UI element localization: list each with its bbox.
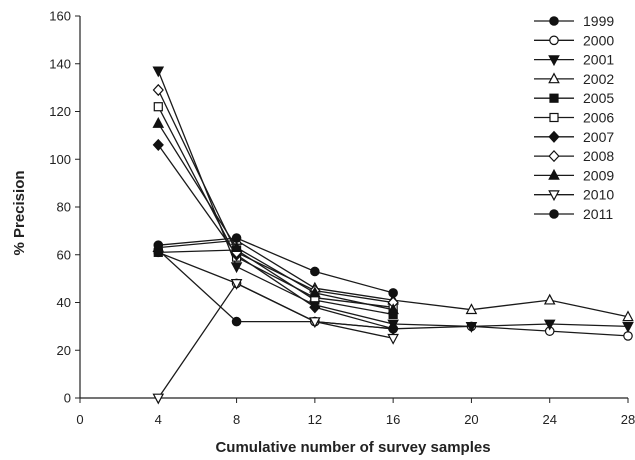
y-tick-label: 60	[57, 247, 71, 262]
data-point-2011	[153, 240, 164, 250]
legend-marker	[548, 72, 560, 84]
legend: 1999 2000 2001 2002 2005 2006 2007 2008 2009 2010…	[534, 13, 614, 222]
data-point-2006	[153, 102, 163, 112]
data-point-2001	[622, 321, 634, 333]
y-axis-title: % Precision	[11, 170, 28, 255]
legend-label: 2011	[583, 206, 613, 222]
data-point-2011	[231, 233, 242, 243]
y-tick-label: 160	[49, 9, 71, 24]
legend-item-2005: 2005	[534, 90, 614, 106]
x-tick-label: 28	[621, 412, 635, 427]
data-point-2010	[309, 317, 321, 329]
series-2005	[153, 245, 398, 320]
data-point-2007	[387, 322, 399, 335]
series-layer	[152, 66, 634, 405]
y-tick-label: 120	[49, 104, 71, 119]
series-line-1999	[157, 249, 394, 330]
legend-item-1999: 1999	[534, 13, 614, 29]
x-axis-title: Cumulative number of survey samples	[215, 439, 490, 456]
x-tick-label: 16	[386, 412, 400, 427]
legend-item-2009: 2009	[534, 167, 614, 183]
data-point-2009	[230, 241, 243, 252]
legend-item-2000: 2000	[534, 32, 614, 48]
legend-marker	[549, 209, 559, 219]
y-tick-label: 20	[57, 343, 71, 358]
x-tick-label: 24	[542, 412, 556, 427]
x-tick-label: 8	[233, 412, 240, 427]
y-tick-label: 100	[49, 152, 71, 167]
data-point-2011	[388, 288, 398, 298]
data-point-2002	[622, 310, 634, 322]
data-point-2002	[543, 293, 556, 305]
data-point-2001	[465, 321, 478, 333]
series-line-2001	[157, 70, 629, 328]
y-tick-label: 40	[57, 295, 71, 310]
series-line-2011	[158, 237, 394, 294]
legend-label: 1999	[583, 13, 614, 29]
legend-item-2006: 2006	[534, 110, 614, 126]
legend-label: 2010	[583, 187, 614, 203]
legend-label: 2002	[583, 71, 614, 87]
y-tick-label: 80	[57, 200, 71, 215]
data-point-2010	[387, 333, 399, 345]
legend-label: 2006	[583, 110, 614, 126]
legend-marker	[549, 35, 559, 46]
legend-marker	[549, 16, 559, 26]
legend-label: 2009	[583, 167, 614, 183]
series-line-2006	[157, 106, 394, 308]
tick-labels: 0 20 40 60 80 100 120 140 160 0 4 8 12 16 20 24 28	[49, 9, 635, 428]
data-point-2010	[230, 279, 243, 290]
data-point-2001	[152, 66, 165, 78]
data-point-2001	[230, 262, 243, 274]
data-point-2009	[152, 116, 165, 128]
data-point-2007	[152, 138, 164, 152]
series-line-2007	[157, 144, 394, 330]
legend-label: 2000	[583, 32, 614, 48]
x-tick-label: 4	[155, 412, 162, 427]
series-line-2009	[157, 123, 394, 311]
legend-item-2010: 2010	[534, 187, 614, 203]
data-point-2010	[152, 393, 165, 405]
legend-item-2001: 2001	[534, 52, 614, 68]
legend-item-2007: 2007	[534, 129, 614, 145]
data-point-2000	[623, 331, 633, 341]
legend-label: 2007	[583, 129, 614, 145]
data-point-2007	[309, 301, 321, 314]
legend-marker	[548, 168, 560, 180]
y-tick-label: 140	[49, 56, 71, 71]
series-line-2010	[157, 282, 394, 399]
legend-marker	[548, 55, 560, 67]
x-tick-label: 0	[76, 412, 83, 427]
data-point-2009	[387, 303, 399, 315]
data-point-2009	[309, 286, 321, 298]
y-tick-label: 0	[64, 391, 71, 406]
data-point-1999	[231, 316, 242, 327]
legend-marker	[549, 93, 559, 103]
x-tick-label: 12	[308, 412, 322, 427]
legend-marker	[548, 130, 560, 143]
data-point-2011	[310, 266, 320, 277]
legend-marker	[549, 112, 559, 123]
legend-item-2011: 2011	[534, 206, 613, 222]
legend-item-2002: 2002	[534, 71, 614, 87]
series-line-2005	[158, 249, 394, 316]
x-tick-label: 20	[464, 412, 478, 427]
data-point-2008	[152, 83, 164, 97]
series-line-2008	[157, 89, 394, 304]
legend-label: 2008	[583, 148, 614, 164]
series-2009	[152, 116, 399, 315]
legend-marker	[548, 150, 560, 163]
data-point-2001	[543, 319, 556, 331]
legend-marker	[548, 190, 560, 202]
legend-item-2008: 2008	[534, 148, 614, 164]
data-point-2002	[465, 303, 478, 315]
series-2010	[152, 279, 399, 405]
legend-label: 2001	[583, 52, 614, 68]
series-2011	[153, 233, 398, 298]
legend-label: 2005	[583, 90, 614, 106]
